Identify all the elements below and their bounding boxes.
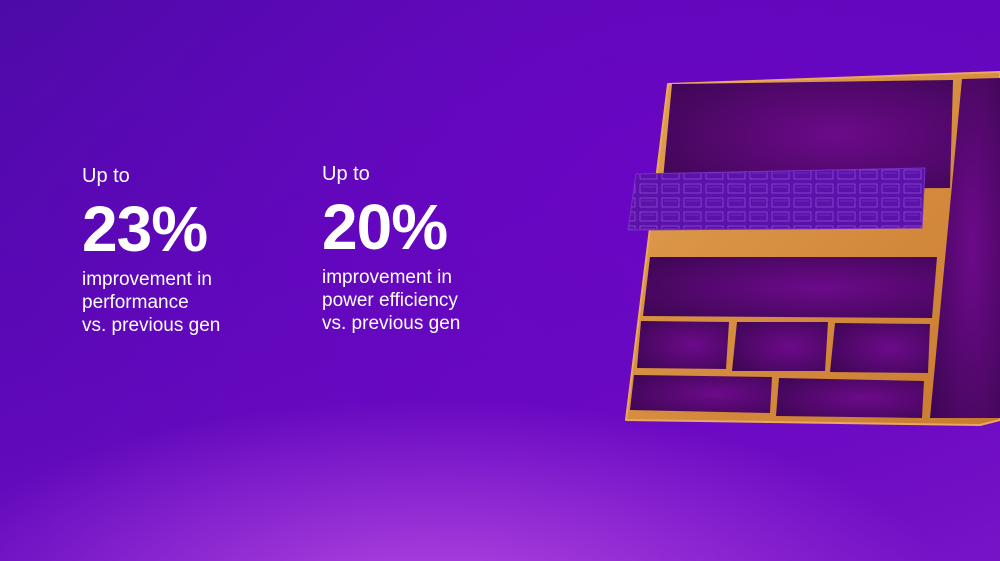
chip-strip (627, 167, 926, 231)
stat-value: 23% (82, 193, 208, 265)
stat-value: 20% (322, 191, 448, 263)
stat-description: improvement in performance vs. previous … (82, 268, 220, 337)
desc-line: improvement in (82, 269, 212, 290)
stat-performance: Up to 23% improvement in performance vs.… (82, 164, 220, 337)
desc-line: vs. previous gen (82, 315, 221, 336)
stat-description: improvement in power efficiency vs. prev… (322, 266, 460, 335)
chip-block (776, 378, 924, 418)
chip-block (930, 78, 1000, 418)
stat-power-efficiency: Up to 20% improvement in power efficienc… (322, 162, 460, 335)
desc-line: power efficiency (322, 290, 458, 311)
chip-block (637, 321, 729, 369)
chip-block (732, 322, 828, 371)
stat-prefix: Up to (82, 165, 130, 187)
chip-block (830, 323, 930, 373)
stat-prefix: Up to (322, 163, 370, 185)
chip-block (643, 257, 937, 318)
desc-line: vs. previous gen (322, 313, 461, 334)
chip-block (630, 375, 772, 413)
chip-block (662, 80, 953, 190)
desc-line: performance (82, 292, 189, 313)
desc-line: improvement in (322, 267, 452, 288)
